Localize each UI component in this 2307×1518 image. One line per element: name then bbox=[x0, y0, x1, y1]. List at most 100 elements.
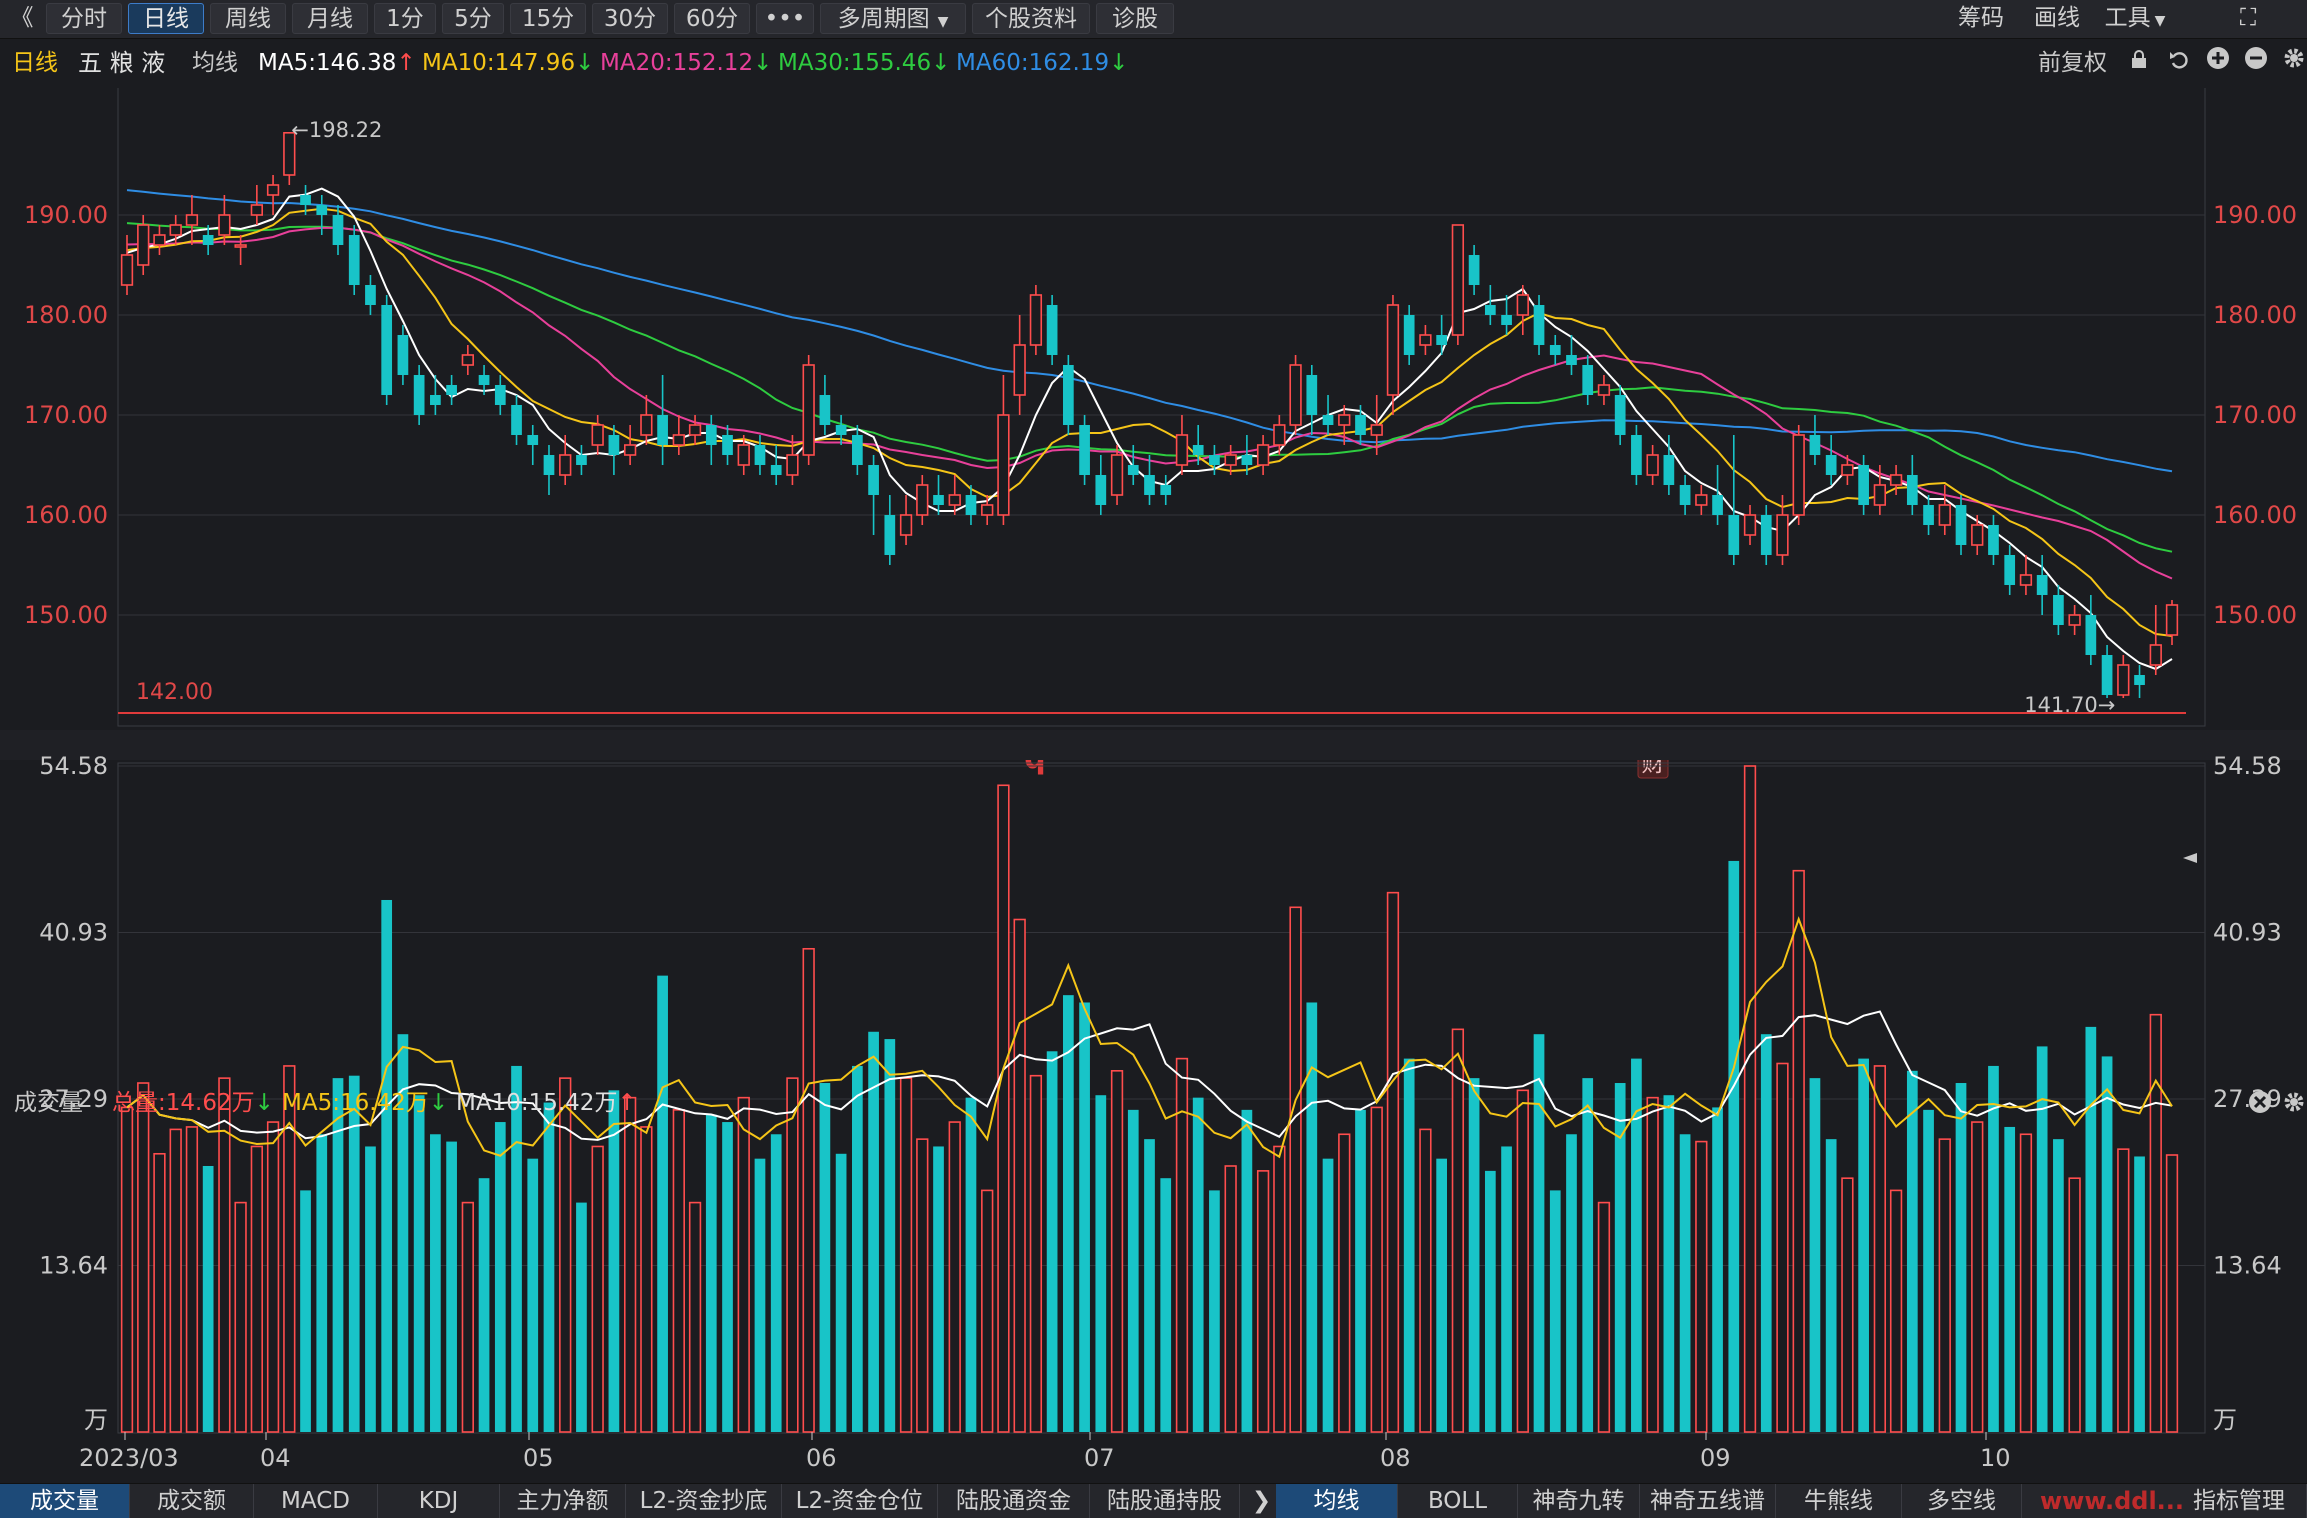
indicator-tab-0[interactable]: 成交量 bbox=[0, 1484, 130, 1518]
candle bbox=[1971, 515, 1984, 555]
candle bbox=[461, 345, 474, 375]
candle bbox=[1728, 435, 1740, 565]
candle-body-down bbox=[446, 385, 457, 395]
candle bbox=[1631, 425, 1642, 485]
ma60-text: MA60:162.19 bbox=[956, 50, 1110, 76]
candle bbox=[576, 445, 587, 475]
kline-chart[interactable]: 190.00 190.00 180.00 180.00 170.00 170.00 160.… bbox=[0, 67, 2307, 1483]
overlay-tab-3[interactable]: 神奇五线谱 bbox=[1640, 1484, 1776, 1518]
tab-60min[interactable]: 60分 bbox=[674, 3, 750, 34]
overlay-tab-5[interactable]: 多空线 bbox=[1902, 1484, 2022, 1518]
volume-settings-gear-icon[interactable] bbox=[2282, 1090, 2306, 1122]
volume-bar-down bbox=[576, 1202, 587, 1432]
volume-bar-down bbox=[413, 1095, 425, 1432]
stock-name[interactable]: 五 粮 液 bbox=[78, 49, 166, 77]
zoom-out-icon[interactable] bbox=[2244, 38, 2268, 88]
candle bbox=[1224, 445, 1237, 475]
candle bbox=[283, 131, 296, 185]
volume-bar-up bbox=[1451, 1028, 1465, 1433]
lock-icon[interactable] bbox=[2128, 38, 2150, 88]
candle-body-up bbox=[2117, 664, 2130, 696]
more-tabs-chevron-icon[interactable]: ❯ bbox=[1244, 1484, 1280, 1518]
overlay-tab-1[interactable]: BOLL bbox=[1398, 1484, 1518, 1518]
ma-label[interactable]: 均线 bbox=[192, 50, 238, 76]
indicator-tab-4[interactable]: 主力净额 bbox=[500, 1484, 626, 1518]
tab-1min[interactable]: 1分 bbox=[374, 3, 436, 34]
volume-bar-down bbox=[494, 1122, 506, 1432]
indicator-tab-6[interactable]: L2-资金仓位 bbox=[782, 1484, 938, 1518]
candle bbox=[997, 375, 1010, 525]
volume-bar-up bbox=[266, 1121, 280, 1433]
candle bbox=[868, 455, 879, 535]
tab-intraday[interactable]: 分时 bbox=[46, 3, 122, 34]
chips-button[interactable]: 筹码 bbox=[1958, 5, 2004, 31]
candle bbox=[381, 295, 393, 405]
arrow-down-icon: ↓ bbox=[1109, 50, 1129, 76]
diagnose-button[interactable]: 诊股 bbox=[1096, 3, 1174, 34]
volume-header bbox=[0, 730, 2307, 760]
indicator-tab-3[interactable]: KDJ bbox=[378, 1484, 500, 1518]
draw-button[interactable]: 画线 bbox=[2034, 5, 2080, 31]
candle bbox=[1516, 285, 1529, 335]
tab-weekly[interactable]: 周线 bbox=[210, 3, 286, 34]
undo-icon[interactable] bbox=[2168, 38, 2190, 88]
overlay-tab-4[interactable]: 牛熊线 bbox=[1776, 1484, 1902, 1518]
tab-monthly[interactable]: 月线 bbox=[292, 3, 368, 34]
adjust-button[interactable]: 前复权 bbox=[2038, 50, 2107, 76]
overlay-tab-2[interactable]: 神奇九转 bbox=[1518, 1484, 1640, 1518]
candle-body-down bbox=[1809, 435, 1821, 455]
volume-tick-left: 27.29 bbox=[39, 1085, 108, 1113]
candle bbox=[965, 485, 977, 525]
volume-bar-up bbox=[1386, 891, 1400, 1433]
volume-bar-down bbox=[527, 1158, 539, 1432]
chart-area[interactable]: 190.00 190.00 180.00 180.00 170.00 170.00 160.… bbox=[0, 67, 2307, 1483]
candle-body-up bbox=[250, 204, 263, 216]
indicator-manage-button[interactable]: 指标管理 bbox=[2172, 1484, 2307, 1518]
candle-body-down bbox=[1144, 475, 1155, 495]
volume-bar-down bbox=[2036, 1046, 2048, 1432]
volume-bar-down bbox=[1403, 1058, 1415, 1432]
candle-body-up bbox=[802, 364, 815, 456]
candle-body-down bbox=[722, 435, 733, 455]
overlay-tab-0[interactable]: 均线 bbox=[1276, 1484, 1398, 1518]
tools-button[interactable]: 工具 ▼ bbox=[2104, 5, 2166, 31]
indicator-tab-5[interactable]: L2-资金抄底 bbox=[626, 1484, 782, 1518]
more-periods-button[interactable]: ••• bbox=[756, 3, 814, 34]
indicator-tab-1[interactable]: 成交额 bbox=[130, 1484, 254, 1518]
date-axis: 2023/03 04 05 06 07 08 09 10 bbox=[79, 1432, 2011, 1472]
tab-daily[interactable]: 日线 bbox=[128, 3, 204, 34]
candle-body-up bbox=[1338, 414, 1351, 426]
tab-15min[interactable]: 15分 bbox=[510, 3, 586, 34]
candle bbox=[1695, 485, 1708, 515]
zoom-in-icon[interactable] bbox=[2206, 38, 2230, 88]
candle-body-down bbox=[348, 235, 360, 285]
fullscreen-icon[interactable]: ⛶ bbox=[2239, 5, 2257, 31]
candle-body-down bbox=[1728, 515, 1740, 555]
stock-profile-button[interactable]: 个股资料 bbox=[972, 3, 1090, 34]
candle-body-down bbox=[1468, 255, 1480, 285]
tab-30min[interactable]: 30分 bbox=[592, 3, 668, 34]
volume-bar-down bbox=[1614, 1083, 1626, 1432]
volume-unit-right: 万 bbox=[2213, 1406, 2237, 1434]
indicator-tab-7[interactable]: 陆股通资金 bbox=[938, 1484, 1090, 1518]
settings-gear-icon[interactable] bbox=[2282, 38, 2306, 88]
volume-bar-up bbox=[559, 1077, 572, 1433]
candle bbox=[1646, 445, 1659, 485]
candle-body-up bbox=[559, 454, 572, 476]
candle-body-up bbox=[218, 214, 231, 236]
candle-body-down bbox=[1484, 305, 1496, 315]
indicator-tab-2[interactable]: MACD bbox=[254, 1484, 378, 1518]
multi-period-button[interactable]: 多周期图 ▼ bbox=[820, 3, 966, 34]
candle bbox=[1938, 485, 1951, 535]
candle bbox=[1046, 295, 1058, 365]
candle bbox=[1906, 455, 1918, 515]
candle-body-up bbox=[1419, 334, 1432, 346]
back-icon[interactable]: 《 bbox=[10, 5, 34, 31]
candle bbox=[672, 415, 685, 455]
candle bbox=[1127, 445, 1139, 485]
close-panel-icon[interactable] bbox=[2248, 1090, 2272, 1122]
tab-5min[interactable]: 5分 bbox=[442, 3, 504, 34]
indicator-tab-8[interactable]: 陆股通持股 bbox=[1090, 1484, 1240, 1518]
candle-body-down bbox=[770, 465, 782, 475]
volume-bar-down bbox=[348, 1075, 360, 1432]
